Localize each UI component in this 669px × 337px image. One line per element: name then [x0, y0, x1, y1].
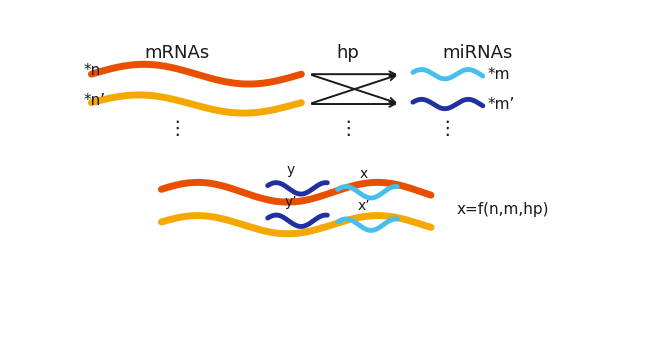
Text: hp: hp: [337, 44, 359, 62]
Text: *n: *n: [84, 63, 101, 78]
Text: ⋮: ⋮: [437, 119, 456, 138]
Text: x’: x’: [357, 199, 370, 213]
Text: miRNAs: miRNAs: [442, 44, 513, 62]
Text: ⋮: ⋮: [167, 119, 187, 138]
Text: *m: *m: [488, 67, 510, 82]
Text: x: x: [359, 166, 368, 181]
Text: y’: y’: [285, 195, 297, 209]
Text: *m’: *m’: [488, 96, 515, 112]
Text: x=f(n,m,hp): x=f(n,m,hp): [457, 202, 549, 217]
Text: *n’: *n’: [84, 93, 106, 108]
Text: ⋮: ⋮: [339, 119, 358, 138]
Text: mRNAs: mRNAs: [145, 44, 209, 62]
Text: y: y: [287, 163, 295, 177]
